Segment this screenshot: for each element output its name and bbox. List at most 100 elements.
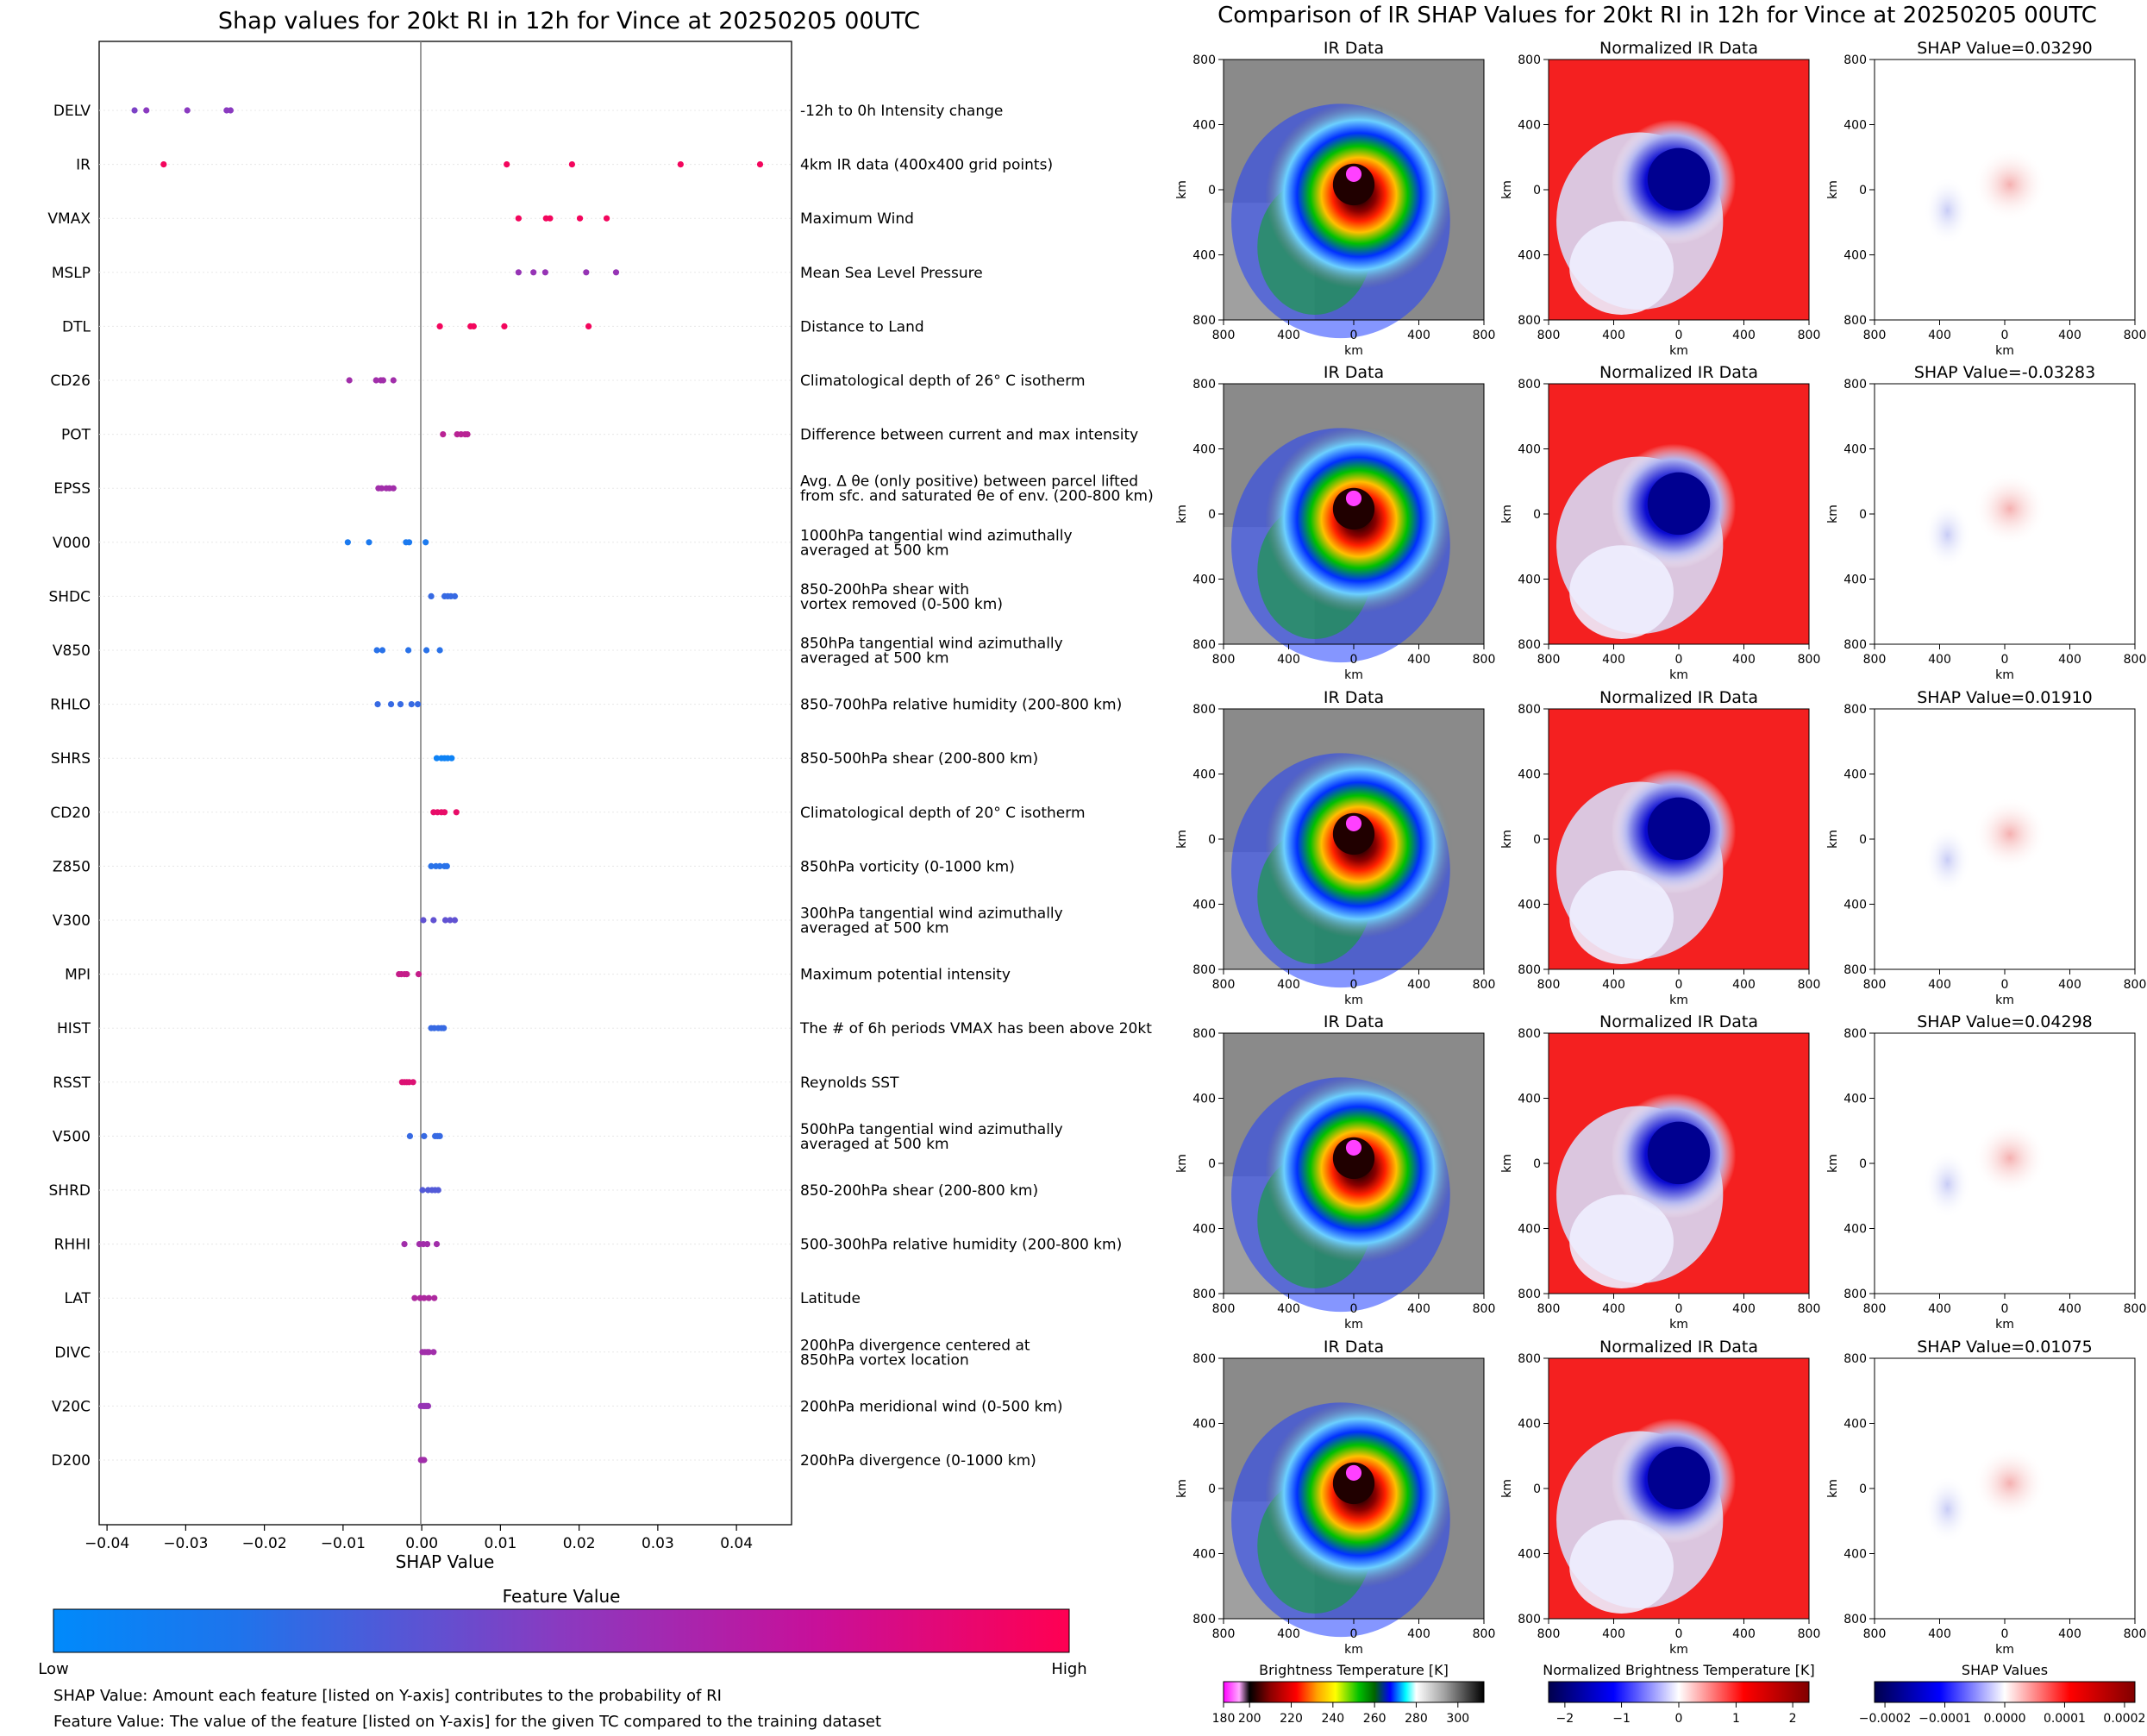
shap-point bbox=[390, 485, 397, 492]
y-tick-label: 800 bbox=[1843, 378, 1867, 392]
right-title: Comparison of IR SHAP Values for 20kt RI… bbox=[1217, 3, 2097, 28]
feature-description: 850-200hPa shear with bbox=[800, 581, 969, 599]
x-tick-label: 400 bbox=[1928, 1627, 1951, 1641]
x-tick-label: 800 bbox=[2124, 978, 2147, 992]
feature-label: V850 bbox=[53, 642, 91, 660]
y-tick-label: 400 bbox=[1518, 1093, 1541, 1106]
normalized-ir-title: Normalized IR Data bbox=[1599, 363, 1758, 382]
shap-point bbox=[585, 323, 592, 329]
y-tick-label: 400 bbox=[1843, 1223, 1867, 1237]
shap-point bbox=[464, 431, 471, 438]
colorbar-tick-label: 180 bbox=[1212, 1712, 1236, 1726]
shap-map-title: SHAP Value=0.04298 bbox=[1917, 1012, 2093, 1031]
colorbar-title: Brightness Temperature [K] bbox=[1259, 1662, 1449, 1678]
shap-point bbox=[515, 215, 522, 222]
shap-point bbox=[405, 539, 413, 546]
shap-point bbox=[378, 485, 385, 492]
feature-colorbar bbox=[53, 1608, 1070, 1653]
x-tick-label: 0 bbox=[2001, 1302, 2009, 1316]
x-tick-label: 800 bbox=[1798, 1627, 1821, 1641]
shap-point bbox=[344, 539, 351, 546]
x-tick-label: 400 bbox=[1732, 978, 1756, 992]
shap-point bbox=[447, 917, 454, 924]
feature-description: 200hPa meridional wind (0-500 km) bbox=[800, 1398, 1063, 1415]
x-tick-label: 0.01 bbox=[484, 1535, 516, 1552]
shap-map-title: SHAP Value=0.01075 bbox=[1917, 1338, 2093, 1357]
shap-point bbox=[379, 647, 386, 654]
y-tick-label: 800 bbox=[1843, 314, 1867, 328]
feature-label: RSST bbox=[53, 1075, 91, 1092]
x-tick-label: 400 bbox=[1277, 653, 1300, 667]
feature-label: CD20 bbox=[50, 805, 91, 822]
x-tick-label: −0.02 bbox=[242, 1535, 287, 1552]
shap-point bbox=[436, 862, 443, 870]
y-axis-label: km bbox=[1826, 830, 1840, 849]
shap-point bbox=[435, 1187, 441, 1194]
shap-point bbox=[440, 431, 447, 438]
shap-point bbox=[143, 107, 150, 114]
feature-label: IR bbox=[76, 157, 91, 174]
shap-point bbox=[436, 1132, 443, 1139]
y-tick-label: 400 bbox=[1843, 119, 1867, 133]
shap-point bbox=[387, 701, 395, 708]
x-tick-label: 400 bbox=[2058, 978, 2081, 992]
normalized-ir-title: Normalized IR Data bbox=[1599, 39, 1758, 58]
colorbar-tick-label: 240 bbox=[1321, 1712, 1344, 1726]
shap-point bbox=[756, 161, 764, 168]
y-axis-label: km bbox=[1175, 1479, 1189, 1498]
y-tick-label: 800 bbox=[1843, 53, 1867, 67]
shap-point bbox=[451, 917, 459, 924]
feature-description: 850-700hPa relative humidity (200-800 km… bbox=[800, 697, 1122, 714]
shap-point bbox=[410, 1079, 416, 1086]
shap-point bbox=[428, 862, 435, 870]
shap-point bbox=[423, 1241, 431, 1248]
x-tick-label: 800 bbox=[1537, 1627, 1561, 1641]
plot-frame bbox=[98, 41, 792, 1526]
x-tick-label: 400 bbox=[1277, 329, 1300, 342]
shap-point bbox=[373, 647, 380, 654]
feature-description: Avg. Δ θe (only positive) between parcel… bbox=[800, 473, 1138, 491]
shap-map-image: SHAP Value=0.010758008004004000040040080… bbox=[1826, 1338, 2146, 1657]
normalized-ir-title: Normalized IR Data bbox=[1599, 688, 1758, 707]
shap-point bbox=[436, 323, 443, 329]
y-tick-label: 0 bbox=[1859, 833, 1867, 847]
y-tick-label: 0 bbox=[1859, 508, 1867, 522]
y-tick-label: 0 bbox=[1208, 1482, 1216, 1496]
shap-point bbox=[441, 1025, 448, 1031]
feature-label: VMAX bbox=[47, 210, 91, 228]
colorbar-tick-label: 0.0000 bbox=[1984, 1712, 2026, 1726]
x-tick-label: 400 bbox=[1602, 329, 1625, 342]
y-tick-label: 400 bbox=[1518, 119, 1541, 133]
colorbar-tick-label: 280 bbox=[1405, 1712, 1428, 1726]
shap-point bbox=[576, 215, 584, 222]
x-tick-label: 800 bbox=[1212, 329, 1236, 342]
y-axis-label: km bbox=[1826, 180, 1840, 199]
shap-point bbox=[433, 755, 441, 761]
x-tick-label: 800 bbox=[1863, 978, 1887, 992]
shap-point bbox=[436, 647, 443, 654]
x-axis-label: km bbox=[1344, 344, 1363, 358]
normalized-ir-image: Normalized IR Data8008004004000040040080… bbox=[1500, 39, 1820, 358]
feature-description: Latitude bbox=[800, 1290, 861, 1307]
x-tick-label: 400 bbox=[2058, 1627, 2081, 1641]
shap-point bbox=[423, 647, 430, 654]
y-tick-label: 800 bbox=[1843, 638, 1867, 652]
x-axis-label: km bbox=[1669, 1643, 1688, 1657]
x-tick-label: 800 bbox=[1863, 1302, 1887, 1316]
x-tick-label: 0 bbox=[1350, 978, 1358, 992]
shap-map-image: SHAP Value=0.032908008004004000040040080… bbox=[1826, 39, 2146, 358]
shap-point bbox=[421, 1294, 428, 1301]
x-tick-label: 400 bbox=[1277, 1302, 1300, 1316]
x-axis-label: km bbox=[1669, 1318, 1688, 1332]
x-tick-label: 400 bbox=[2058, 329, 2081, 342]
shap-point bbox=[421, 1457, 428, 1463]
x-axis-label: km bbox=[1344, 668, 1363, 682]
x-tick-label: 400 bbox=[1732, 1627, 1756, 1641]
feature-description: Reynolds SST bbox=[800, 1075, 899, 1092]
x-tick-label: 800 bbox=[1863, 1627, 1887, 1641]
x-tick-label: 0 bbox=[1350, 653, 1358, 667]
feature-description: -12h to 0h Intensity change bbox=[800, 103, 1003, 120]
y-tick-label: 800 bbox=[1192, 1288, 1216, 1301]
x-axis-label: km bbox=[1344, 993, 1363, 1007]
